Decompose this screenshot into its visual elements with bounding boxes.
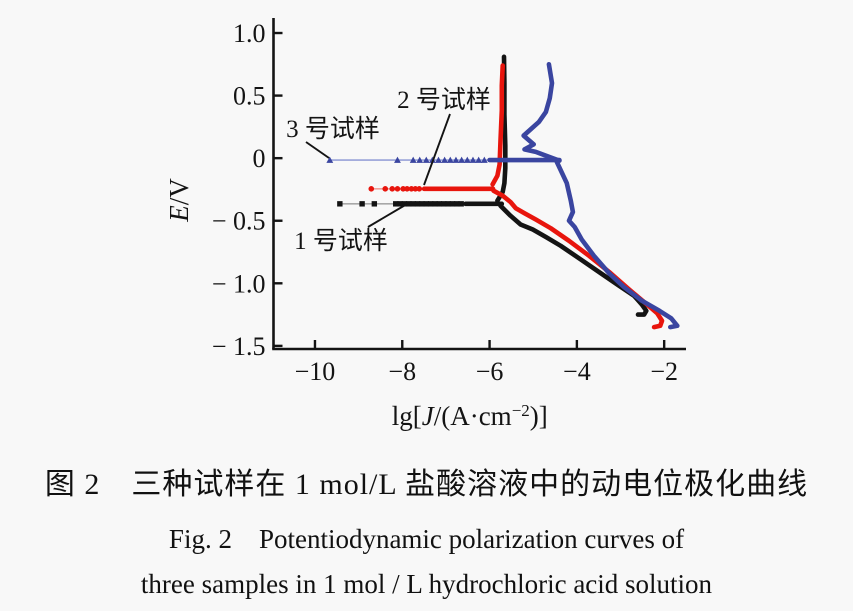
annotation-3 号试样: 3 号试样	[286, 115, 380, 159]
marker-square	[436, 201, 443, 207]
marker-circle	[368, 186, 375, 192]
marker-circle	[382, 186, 389, 192]
y-tick-label: − 1.0	[212, 269, 266, 298]
marker-square	[401, 201, 408, 207]
marker-circle	[394, 186, 401, 192]
marker-circle	[400, 186, 406, 192]
caption-chinese: 图 2 三种试样在 1 mol/L 盐酸溶液中的动电位极化曲线	[44, 468, 809, 501]
cathodic-branch	[498, 203, 649, 317]
marker-circle	[412, 186, 419, 192]
annotation-leader-line	[305, 141, 330, 159]
marker-square	[359, 201, 365, 207]
marker-square	[445, 201, 451, 207]
x-axis-label: lg[J/(A·cm−2)]	[392, 401, 548, 431]
series-3号试样	[326, 62, 680, 330]
marker-square	[423, 201, 429, 207]
polarization-chart: 1.0 0.5 0 − 0.5 − 1.0 − 1.5 −10 −8 −6 −4 −2 E/V lg[J…	[164, 18, 686, 431]
annotation-leader-line	[367, 203, 408, 228]
anodic-branch	[495, 54, 508, 203]
series-2号试样	[368, 63, 665, 330]
series-1号试样	[337, 54, 649, 317]
y-tick-label: 0	[253, 144, 266, 173]
marker-square	[441, 201, 447, 207]
marker-triangle	[441, 156, 449, 163]
cathodic-branch	[491, 188, 665, 330]
marker-square	[414, 201, 421, 207]
y-tick-label: 1.0	[233, 19, 266, 48]
marker-square	[371, 201, 378, 207]
caption-english-line2: three samples in 1 mol / L hydrochloric …	[140, 569, 713, 599]
anodic-branch	[521, 62, 562, 163]
marker-triangle	[480, 156, 488, 163]
y-axis-label: E/V	[164, 178, 194, 223]
marker-triangle	[435, 156, 442, 163]
marker-square	[410, 201, 416, 207]
marker-triangle	[394, 156, 401, 163]
marker-square	[458, 201, 464, 207]
figure-captions: 图 2 三种试样在 1 mol/L 盐酸溶液中的动电位极化曲线 Fig. 2 P…	[0, 459, 853, 600]
marker-triangle	[326, 156, 334, 163]
cathodic-branch	[554, 159, 680, 330]
x-tick-label: −2	[650, 357, 678, 386]
anodic-branch	[490, 63, 506, 187]
marker-triangle	[409, 156, 417, 163]
marker-square	[397, 201, 403, 207]
annotation-label: 1 号试样	[294, 227, 388, 255]
marker-square	[449, 201, 456, 207]
marker-triangle	[469, 156, 477, 163]
marker-circle	[416, 186, 423, 192]
caption-english-line1: Fig. 2 Potentiodynamic polarization curv…	[168, 524, 685, 554]
marker-square	[427, 201, 434, 207]
marker-triangle	[422, 156, 430, 163]
polarization-chart-container: 1.0 0.5 0 − 0.5 − 1.0 − 1.5 −10 −8 −6 −4 −2 E/V lg[J…	[164, 18, 686, 431]
marker-triangle	[458, 156, 466, 163]
y-tick-label: 0.5	[233, 82, 266, 111]
marker-circle	[408, 186, 415, 192]
marker-square	[406, 201, 412, 207]
annotation-2 号试样: 2 号试样	[397, 86, 491, 186]
marker-square	[419, 201, 425, 207]
marker-triangle	[416, 156, 424, 163]
y-tick-label: − 0.5	[212, 207, 266, 236]
annotation-1 号试样: 1 号试样	[294, 203, 408, 255]
x-tick-label: −6	[476, 357, 504, 386]
marker-triangle	[463, 156, 471, 163]
annotation-leader-line	[423, 113, 451, 186]
marker-triangle	[475, 156, 483, 163]
marker-square	[454, 201, 460, 207]
marker-circle	[404, 186, 410, 192]
marker-triangle	[446, 156, 454, 163]
y-tick-label: − 1.5	[212, 332, 266, 361]
marker-triangle	[452, 156, 460, 163]
marker-square	[432, 201, 438, 207]
x-tick-label: −8	[388, 357, 416, 386]
marker-circle	[389, 186, 396, 192]
x-tick-label: −4	[563, 357, 591, 386]
marker-square	[337, 201, 343, 207]
annotation-label: 2 号试样	[397, 86, 491, 114]
x-tick-label: −10	[295, 357, 336, 386]
annotation-label: 3 号试样	[286, 115, 380, 143]
marker-square	[393, 201, 399, 207]
